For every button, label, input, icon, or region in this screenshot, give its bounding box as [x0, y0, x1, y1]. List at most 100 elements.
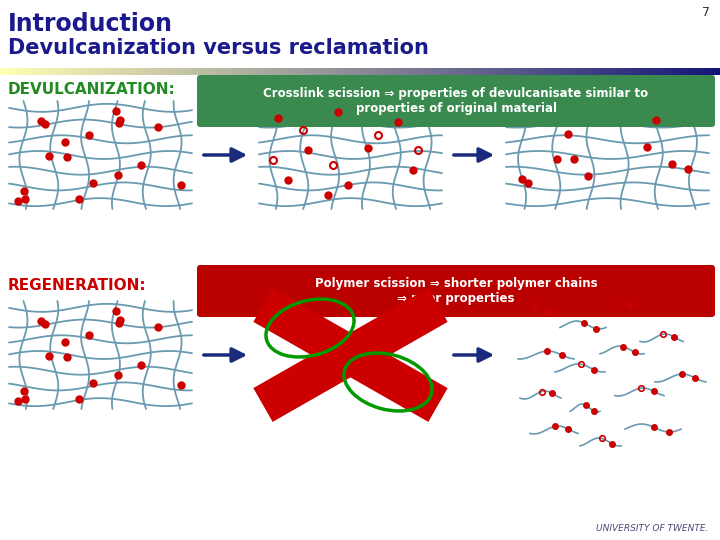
- Bar: [574, 68, 577, 75]
- Bar: [204, 68, 207, 75]
- Bar: [576, 68, 579, 75]
- Bar: [102, 68, 105, 75]
- Bar: [340, 68, 343, 75]
- Bar: [646, 68, 649, 75]
- Bar: [448, 68, 451, 75]
- Bar: [28, 68, 31, 75]
- Bar: [706, 68, 709, 75]
- Bar: [374, 68, 377, 75]
- Bar: [660, 68, 663, 75]
- Bar: [288, 68, 291, 75]
- Bar: [590, 68, 593, 75]
- Bar: [302, 68, 305, 75]
- Bar: [618, 68, 621, 75]
- Bar: [676, 68, 679, 75]
- Bar: [546, 68, 549, 75]
- Bar: [712, 68, 715, 75]
- Bar: [508, 68, 511, 75]
- Bar: [460, 68, 463, 75]
- Bar: [234, 68, 237, 75]
- Bar: [278, 68, 281, 75]
- Bar: [106, 68, 109, 75]
- Bar: [8, 68, 11, 75]
- Bar: [274, 68, 277, 75]
- Bar: [298, 68, 301, 75]
- Bar: [156, 68, 159, 75]
- Bar: [504, 68, 507, 75]
- Bar: [478, 68, 481, 75]
- Bar: [486, 68, 489, 75]
- Bar: [310, 68, 313, 75]
- Bar: [522, 68, 525, 75]
- Bar: [42, 68, 45, 75]
- Bar: [682, 68, 685, 75]
- Bar: [598, 68, 601, 75]
- Bar: [416, 68, 419, 75]
- Bar: [670, 68, 673, 75]
- Bar: [652, 68, 655, 75]
- Bar: [178, 68, 181, 75]
- Bar: [422, 68, 425, 75]
- Bar: [704, 68, 707, 75]
- Bar: [0, 68, 3, 75]
- Bar: [22, 68, 25, 75]
- Bar: [272, 68, 275, 75]
- Bar: [100, 68, 103, 75]
- Bar: [190, 68, 193, 75]
- Bar: [356, 68, 359, 75]
- Bar: [592, 68, 595, 75]
- Bar: [206, 68, 209, 75]
- Bar: [410, 68, 413, 75]
- Bar: [84, 68, 87, 75]
- Bar: [424, 68, 427, 75]
- Bar: [114, 68, 117, 75]
- Bar: [322, 68, 325, 75]
- Bar: [82, 68, 85, 75]
- Bar: [316, 68, 319, 75]
- Bar: [36, 68, 39, 75]
- Bar: [270, 68, 273, 75]
- Bar: [168, 68, 171, 75]
- Bar: [472, 68, 475, 75]
- Bar: [222, 68, 225, 75]
- Bar: [348, 68, 351, 75]
- Bar: [292, 68, 295, 75]
- Bar: [260, 68, 263, 75]
- Bar: [414, 68, 417, 75]
- Bar: [72, 68, 75, 75]
- Bar: [240, 68, 243, 75]
- Bar: [442, 68, 445, 75]
- Bar: [90, 68, 93, 75]
- Text: 7: 7: [702, 6, 710, 19]
- Bar: [496, 68, 499, 75]
- Bar: [510, 68, 513, 75]
- Bar: [32, 68, 35, 75]
- Bar: [702, 68, 705, 75]
- Bar: [268, 68, 271, 75]
- Bar: [688, 68, 691, 75]
- Bar: [314, 68, 317, 75]
- Bar: [6, 68, 9, 75]
- Bar: [344, 68, 347, 75]
- Bar: [342, 68, 345, 75]
- Bar: [262, 68, 265, 75]
- Bar: [56, 68, 59, 75]
- Bar: [640, 68, 643, 75]
- Bar: [78, 68, 81, 75]
- Bar: [326, 68, 329, 75]
- Bar: [558, 68, 561, 75]
- Bar: [198, 68, 201, 75]
- Bar: [128, 68, 131, 75]
- Bar: [142, 68, 145, 75]
- Bar: [130, 68, 133, 75]
- Bar: [656, 68, 659, 75]
- Bar: [264, 68, 267, 75]
- Bar: [580, 68, 583, 75]
- Bar: [76, 68, 79, 75]
- Bar: [412, 68, 415, 75]
- Bar: [184, 68, 187, 75]
- Bar: [122, 68, 125, 75]
- Bar: [512, 68, 515, 75]
- Bar: [562, 68, 565, 75]
- Bar: [144, 68, 147, 75]
